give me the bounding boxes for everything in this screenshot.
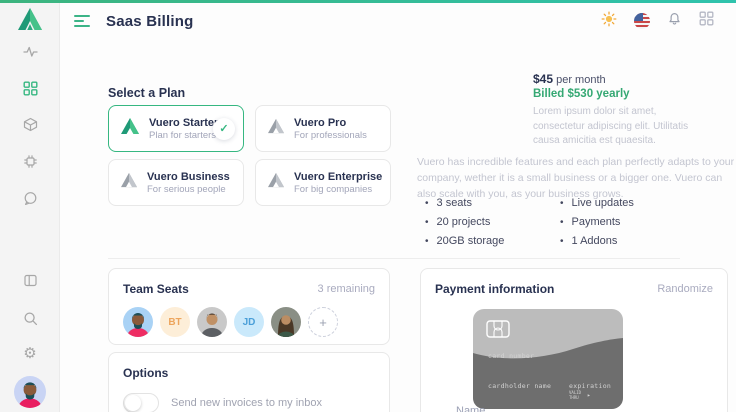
page-title: Saas Billing <box>106 12 194 30</box>
feature-item: Payments <box>560 216 634 228</box>
expiration-label: expiration <box>569 382 612 390</box>
plan-card-pro[interactable]: Vuero Pro For professionals <box>255 105 391 152</box>
selected-check-icon: ✓ <box>213 117 235 140</box>
member-avatar-initials[interactable]: BT <box>160 307 190 337</box>
valid-thru-label: valid thru ▸ <box>569 390 591 400</box>
payment-card: Payment information Randomize card numbe… <box>420 268 728 412</box>
plan-logo-icon <box>267 118 285 139</box>
invoices-toggle[interactable] <box>123 393 159 412</box>
plan-logo-icon <box>120 172 138 193</box>
plan-card-enterprise[interactable]: Vuero Enterprise For big companies <box>255 159 391 206</box>
feature-item: Live updates <box>560 197 634 209</box>
feature-item: 1 Addons <box>560 235 634 247</box>
activity-icon[interactable] <box>0 44 60 59</box>
chat-icon[interactable] <box>0 191 60 206</box>
plan-logo-icon <box>267 172 285 193</box>
sun-icon[interactable] <box>601 11 617 32</box>
features-list-right: Live updates Payments 1 Addons <box>560 197 634 254</box>
main-content: Select a Plan Vuero Starter Plan for sta… <box>60 39 736 412</box>
team-seats-title: Team Seats <box>123 282 189 296</box>
invoices-toggle-label: Send new invoices to my inbox <box>171 397 323 409</box>
randomize-link[interactable]: Randomize <box>657 283 713 295</box>
apps-grid-icon-active[interactable] <box>0 81 60 96</box>
team-seats-card: Team Seats 3 remaining BT <box>108 268 390 345</box>
menu-hamburger-icon[interactable] <box>74 15 90 27</box>
plan-subtitle: For professionals <box>294 129 367 141</box>
card-number-label: card number <box>488 352 535 360</box>
select-plan-heading: Select a Plan <box>108 86 186 100</box>
plan-subtitle: For big companies <box>294 183 373 195</box>
vuero-logo[interactable] <box>0 7 60 31</box>
plan-title: Vuero Pro <box>294 116 347 129</box>
panel-layout-icon[interactable] <box>0 273 60 288</box>
plan-title: Vuero Starter <box>149 116 219 129</box>
feature-item: 20 projects <box>425 216 504 228</box>
search-icon[interactable] <box>0 311 60 326</box>
options-card: Options Send new invoices to my inbox <box>108 352 390 412</box>
member-avatar-illustration[interactable] <box>123 307 153 337</box>
bell-icon[interactable] <box>667 11 682 31</box>
price-amount: $45 <box>533 72 554 86</box>
plan-card-starter[interactable]: Vuero Starter Plan for starters ✓ <box>108 105 244 152</box>
cube-icon[interactable] <box>0 117 60 132</box>
plan-logo-icon <box>120 117 140 140</box>
header: Saas Billing <box>60 3 736 39</box>
sidebar: ⚙ <box>0 0 60 412</box>
avatar-row: BT JD <box>123 307 375 337</box>
credit-card-graphic: card number cardholder name expiration v… <box>473 309 623 409</box>
plan-subtitle: Plan for starters <box>149 129 217 141</box>
arrow-right-icon: ▸ <box>587 392 591 400</box>
settings-gear-icon[interactable]: ⚙ <box>23 344 37 362</box>
payment-title: Payment information <box>435 282 555 296</box>
price-period: per month <box>553 74 606 86</box>
plan-title: Vuero Business <box>147 170 230 183</box>
options-title: Options <box>123 366 169 380</box>
pricing-note: Lorem ipsum dolor sit amet, consectetur … <box>533 106 689 146</box>
section-divider <box>108 258 680 259</box>
plan-card-business[interactable]: Vuero Business For serious people <box>108 159 244 206</box>
seats-remaining: 3 remaining <box>317 283 375 295</box>
plan-subtitle: For serious people <box>147 183 226 195</box>
name-field-label: Name <box>456 405 486 412</box>
cardholder-name-label: cardholder name <box>488 382 552 390</box>
plan-title: Vuero Enterprise <box>294 170 383 183</box>
member-avatar-photo[interactable] <box>197 307 227 337</box>
cpu-chip-icon[interactable] <box>0 154 60 169</box>
pricing-block: $45 per month Billed $530 yearly <box>533 72 630 100</box>
member-avatar-initials[interactable]: JD <box>234 307 264 337</box>
apps-grid-icon[interactable] <box>699 11 714 31</box>
plan-grid: Vuero Starter Plan for starters ✓ Vuero … <box>108 105 391 206</box>
top-accent-bar <box>0 0 736 3</box>
user-avatar[interactable] <box>0 376 60 408</box>
feature-item: 20GB storage <box>425 235 505 247</box>
card-chip-icon <box>486 320 510 343</box>
features-list-left: 3 seats 20 projects 20GB storage <box>425 197 505 254</box>
billed-yearly: Billed $530 yearly <box>533 88 630 100</box>
plan-description: Vuero has incredible features and each p… <box>417 156 735 200</box>
member-avatar-photo[interactable] <box>271 307 301 337</box>
us-flag-icon[interactable] <box>634 13 650 29</box>
add-seat-button[interactable]: + <box>308 307 338 337</box>
feature-item: 3 seats <box>425 197 504 209</box>
